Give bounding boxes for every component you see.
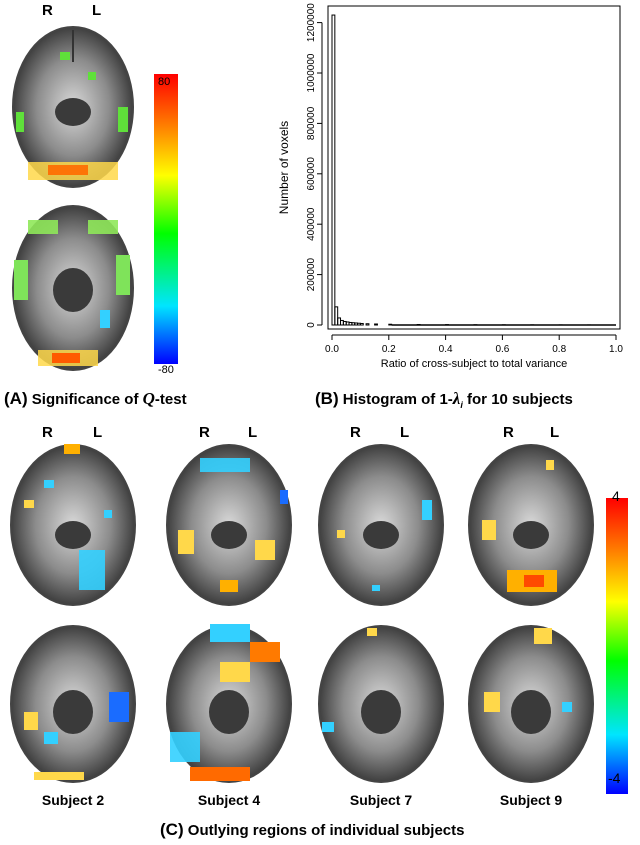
brain-slice-subject-7-top: [318, 444, 444, 606]
brain-slice-subject-9-top: [468, 444, 594, 606]
y-tick-label: 600000: [306, 157, 317, 191]
subject-label-9: Subject 9: [499, 792, 563, 808]
x-axis-label: Ratio of cross-subject to total variance: [381, 358, 567, 370]
brain-slice-subject-4-top: [166, 444, 292, 606]
histogram-bar: [365, 323, 370, 326]
y-axis-label: Number of voxels: [277, 121, 291, 214]
histogram-bar: [374, 323, 378, 326]
colorbar-a-max-label: 80: [158, 76, 171, 88]
brain-slice-subject-7-bottom: [318, 625, 444, 783]
caption-b-text: Histogram of 1-: [342, 391, 453, 408]
brain-slice-subject-9-bottom: [468, 625, 594, 783]
subject-label-4: Subject 4: [197, 792, 261, 808]
side-label-right: R: [42, 2, 53, 19]
caption-b-prefix: (B): [315, 389, 339, 408]
caption-b-symbol: λ: [452, 389, 461, 408]
histogram-chart: 020000040000060000080000010000001200000 …: [277, 3, 623, 370]
caption-panel-a: (A) Significance of Q-test: [4, 389, 187, 409]
brain-slice-panel-a-top: [12, 26, 134, 188]
caption-c-text: Outlying regions of individual subjects: [187, 822, 465, 839]
side-label-left-subject-2: L: [93, 424, 103, 441]
caption-a-text: Significance of: [31, 391, 143, 408]
brain-slice-subject-2-top: [10, 444, 136, 606]
y-tick-label: 1200000: [306, 3, 317, 42]
colorbar-panel-a: [154, 74, 178, 364]
caption-panel-b: (B) Histogram of 1-λi for 10 subjects: [315, 389, 573, 410]
side-label-left-subject-4: L: [248, 424, 258, 441]
histogram-bar: [359, 322, 364, 326]
brain-slice-subject-4-bottom: [166, 624, 292, 783]
brain-slice-panel-a-bottom: [12, 205, 134, 371]
y-tick-label: 200000: [306, 257, 317, 291]
caption-b-suffix: for 10 subjects: [462, 391, 573, 408]
side-label-right-subject-7: R: [350, 424, 361, 441]
y-tick-label: 0: [306, 322, 317, 328]
x-tick-label: 0.4: [439, 344, 453, 355]
caption-a-symbol: Q: [142, 389, 155, 408]
side-label-left-subject-9: L: [550, 424, 560, 441]
caption-panel-c: (C) Outlying regions of individual subje…: [160, 820, 464, 840]
colorbar-c-min-label: -4: [608, 770, 621, 786]
histogram-bar: [334, 306, 339, 326]
x-tick-label: 1.0: [609, 344, 623, 355]
caption-b-subscript: i: [460, 400, 463, 410]
x-tick-label: 0.8: [552, 344, 566, 355]
y-tick-label: 400000: [306, 207, 317, 241]
colorbar-a-min-label: -80: [158, 364, 174, 376]
x-tick-label: 0.6: [495, 344, 509, 355]
x-tick-label: 0.0: [325, 344, 339, 355]
caption-a-prefix: (A): [4, 389, 28, 408]
caption-a-suffix: -test: [154, 391, 187, 408]
colorbar-panel-c: [606, 498, 628, 794]
side-label-left: L: [92, 2, 102, 19]
histogram-bar: [388, 323, 393, 326]
histogram-bar: [331, 14, 336, 326]
side-label-right-subject-2: R: [42, 424, 53, 441]
y-tick-label: 800000: [306, 106, 317, 140]
caption-c-prefix: (C): [160, 820, 184, 839]
brain-slice-subject-2-bottom: [10, 625, 136, 783]
subject-label-2: Subject 2: [41, 792, 105, 808]
side-label-right-subject-9: R: [503, 424, 514, 441]
subject-label-7: Subject 7: [349, 792, 413, 808]
side-label-left-subject-7: L: [400, 424, 410, 441]
y-tick-label: 1000000: [306, 53, 317, 92]
x-tick-label: 0.2: [382, 344, 396, 355]
side-label-right-subject-4: R: [199, 424, 210, 441]
plot-border: [327, 5, 621, 330]
colorbar-c-max-label: 4: [612, 488, 620, 504]
